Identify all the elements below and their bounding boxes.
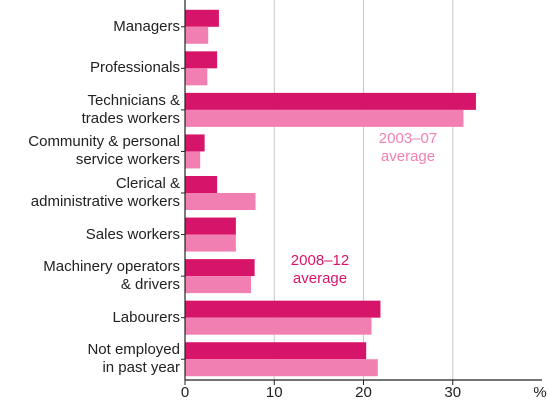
bar [185,234,236,252]
x-tick-label: 10 [265,384,283,401]
bar [185,317,372,335]
bar [185,9,219,27]
bar [185,26,209,44]
y-tick-label: Managers [113,17,180,35]
y-tick-label: Clerical & administrative workers [30,175,180,210]
y-tick-label: Technicians & trades workers [81,91,180,127]
y-tick-label: Sales workers [85,225,180,243]
bar [185,342,367,360]
bar [185,51,218,69]
bar [185,276,252,294]
x-axis-label: % [533,384,547,401]
legend-label: 2003–07 average [378,130,438,165]
bar [185,151,201,169]
x-tick-label: 20 [355,384,372,401]
legend-label: 2008–12 average [290,252,350,287]
y-tick-label: Community & personal service workers [28,133,180,169]
bar [185,359,378,377]
y-tick-label: Machinery operators & drivers [43,258,180,294]
bar [185,176,218,193]
y-tick-label: Not employed in past year [87,341,180,377]
bar [185,134,205,152]
bar [185,109,464,127]
bar [185,217,236,235]
bar [185,92,476,110]
bar [185,68,208,86]
x-tick-label: 30 [444,384,462,401]
y-tick-label: Labourers [112,308,180,326]
bar [185,193,256,210]
y-tick-label: Professionals [89,59,180,77]
x-tick-label: 0 [180,384,190,401]
bar [185,259,255,277]
bar [185,300,381,318]
